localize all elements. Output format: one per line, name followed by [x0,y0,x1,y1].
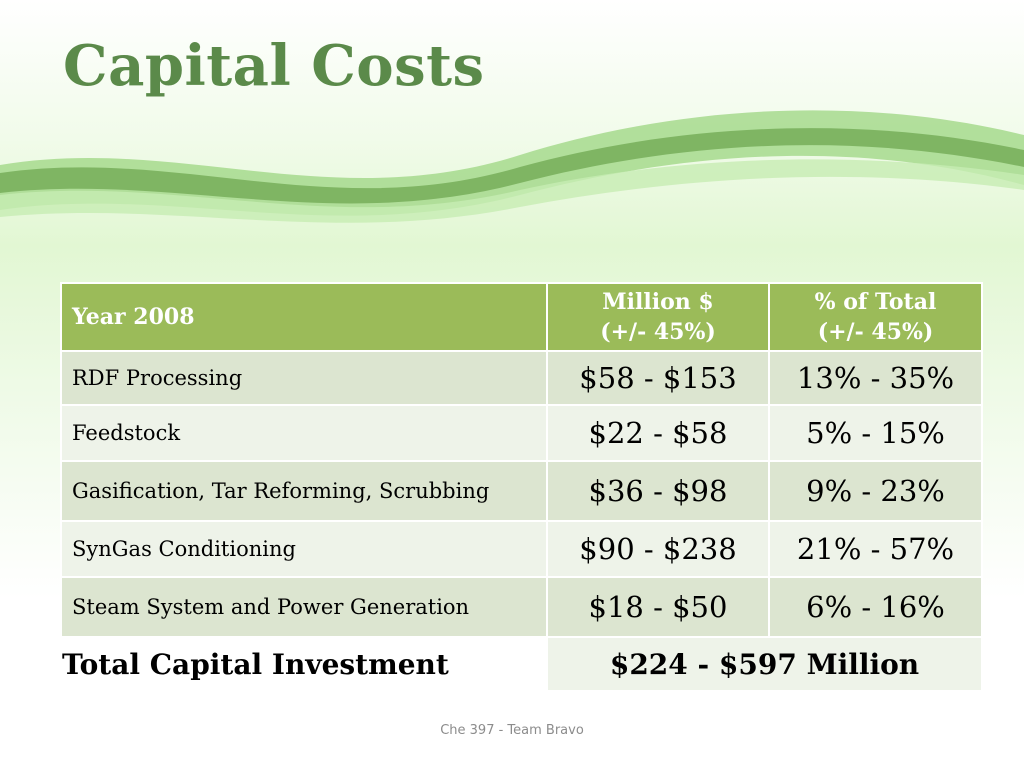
table-total-row: Total Capital Investment $224 - $597 Mil… [60,636,983,692]
table-row: RDF Processing $58 - $153 13% - 35% [60,350,983,406]
header-year: Year 2008 [60,282,548,352]
row-million: $22 - $58 [546,404,770,462]
row-item: Gasification, Tar Reforming, Scrubbing [60,460,548,522]
row-percent: 21% - 57% [768,520,983,578]
header-percent-line1: % of Total [814,289,937,315]
row-percent: 13% - 35% [768,350,983,406]
row-million: $90 - $238 [546,520,770,578]
header-percent-line2: (+/- 45%) [817,319,934,345]
wave-band-dark [0,128,1024,204]
row-million: $58 - $153 [546,350,770,406]
capital-costs-table: Year 2008 Million $ (+/- 45%) % of Total… [60,282,983,692]
header-million-line1: Million $ [602,289,714,315]
table-row: Feedstock $22 - $58 5% - 15% [60,404,983,462]
wave-band-pale [0,159,1024,223]
header-percent: % of Total (+/- 45%) [768,282,983,352]
header-million-line2: (+/- 45%) [600,319,716,345]
row-percent: 6% - 16% [768,576,983,638]
row-percent: 5% - 15% [768,404,983,462]
table-row: Steam System and Power Generation $18 - … [60,576,983,638]
row-item: SynGas Conditioning [60,520,548,578]
table-row: SynGas Conditioning $90 - $238 21% - 57% [60,520,983,578]
total-value: $224 - $597 Million [546,636,983,692]
slide-title: Capital Costs [63,33,485,99]
decorative-wave [0,110,1024,223]
row-million: $36 - $98 [546,460,770,522]
header-year-label: Year 2008 [72,304,195,330]
table-row: Gasification, Tar Reforming, Scrubbing $… [60,460,983,522]
row-percent: 9% - 23% [768,460,983,522]
row-item: RDF Processing [60,350,548,406]
total-label: Total Capital Investment [60,636,548,692]
header-million: Million $ (+/- 45%) [546,282,770,352]
row-item: Feedstock [60,404,548,462]
row-million: $18 - $50 [546,576,770,638]
table-header-row: Year 2008 Million $ (+/- 45%) % of Total… [60,282,983,352]
slide-footer: Che 397 - Team Bravo [440,723,584,738]
row-item: Steam System and Power Generation [60,576,548,638]
